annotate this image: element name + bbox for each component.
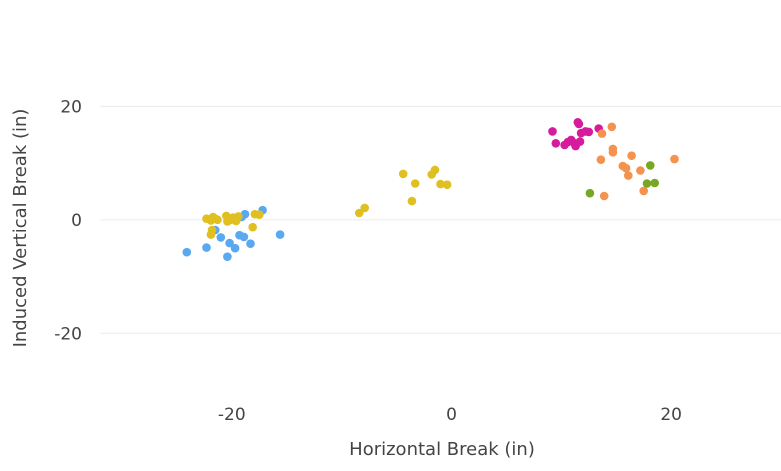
x-tick-label: 20	[660, 405, 682, 425]
data-point[interactable]	[275, 230, 285, 239]
data-point[interactable]	[624, 171, 633, 180]
data-point[interactable]	[574, 119, 584, 129]
data-point[interactable]	[207, 225, 217, 235]
data-point[interactable]	[230, 243, 240, 253]
data-point[interactable]	[360, 203, 370, 213]
data-point[interactable]	[639, 186, 648, 196]
data-point[interactable]	[240, 209, 250, 219]
data-point[interactable]	[354, 208, 364, 218]
data-point[interactable]	[398, 169, 408, 179]
y-axis-ticks: -20 0 20	[54, 97, 82, 344]
data-point[interactable]	[213, 215, 222, 225]
data-point[interactable]	[234, 212, 243, 221]
data-point[interactable]	[608, 148, 618, 157]
series-blue	[182, 205, 285, 261]
series-yellow	[202, 165, 452, 239]
data-point[interactable]	[585, 188, 595, 198]
series-orange	[596, 122, 679, 201]
data-point[interactable]	[597, 129, 607, 138]
grid-lines	[100, 105, 781, 334]
data-point[interactable]	[442, 180, 452, 189]
data-points	[182, 118, 679, 261]
data-point[interactable]	[410, 179, 420, 188]
series-green	[585, 161, 659, 198]
data-point[interactable]	[646, 161, 655, 170]
data-point[interactable]	[407, 196, 417, 206]
data-point[interactable]	[239, 232, 249, 242]
y-tick-label: 20	[60, 97, 82, 117]
data-point[interactable]	[225, 238, 234, 248]
x-tick-label: -20	[218, 405, 246, 425]
data-point[interactable]	[575, 137, 585, 146]
data-point[interactable]	[621, 163, 631, 173]
data-point[interactable]	[182, 247, 192, 257]
data-point[interactable]	[202, 243, 211, 252]
y-tick-label: -20	[54, 324, 82, 344]
data-point[interactable]	[636, 166, 645, 175]
data-point[interactable]	[254, 210, 264, 219]
data-point[interactable]	[246, 239, 255, 248]
data-point[interactable]	[223, 252, 232, 261]
y-axis-title: Induced Vertical Break (in)	[10, 109, 31, 348]
data-point[interactable]	[650, 178, 659, 188]
data-point[interactable]	[584, 127, 594, 137]
data-point[interactable]	[248, 222, 257, 232]
y-tick-label: 0	[71, 211, 82, 231]
data-point[interactable]	[607, 122, 617, 132]
data-point[interactable]	[548, 127, 557, 136]
data-point[interactable]	[596, 155, 606, 164]
data-point[interactable]	[670, 154, 679, 164]
data-point[interactable]	[551, 139, 561, 148]
x-tick-label: 0	[446, 405, 457, 425]
data-point[interactable]	[627, 151, 636, 160]
x-axis-ticks: -20 0 20	[218, 405, 682, 425]
data-point[interactable]	[216, 233, 226, 242]
data-point[interactable]	[599, 191, 609, 201]
x-axis-title: Horizontal Break (in)	[349, 439, 535, 460]
series-magenta	[548, 118, 603, 151]
data-point[interactable]	[642, 179, 652, 188]
data-point[interactable]	[430, 165, 440, 175]
data-point[interactable]	[436, 179, 445, 189]
